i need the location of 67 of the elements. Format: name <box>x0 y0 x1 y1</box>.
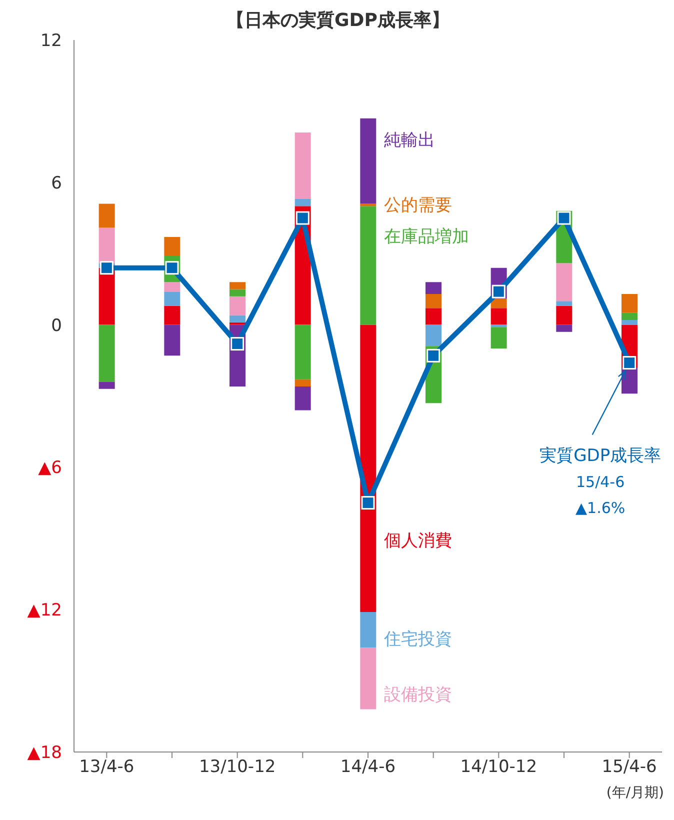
bar <box>360 118 376 204</box>
bar <box>164 282 180 292</box>
text: 実質GDP成長率 <box>540 446 662 466</box>
series-label: 公的需要 <box>384 195 452 216</box>
bar <box>556 306 572 325</box>
x-tick-label: 15/4-6 <box>602 757 657 778</box>
x-tick-label: 13/10-12 <box>198 757 276 778</box>
point <box>361 496 375 510</box>
point <box>426 348 440 362</box>
bar <box>556 301 572 306</box>
point <box>622 356 636 370</box>
bar <box>98 324 115 382</box>
bar <box>425 282 442 294</box>
bar <box>164 236 180 256</box>
point <box>230 337 244 351</box>
bar <box>490 298 507 308</box>
bar <box>229 322 246 325</box>
bar <box>360 324 376 612</box>
bar <box>556 324 572 332</box>
y-tick-label: 12 <box>40 31 62 51</box>
point <box>296 211 310 225</box>
y-tick-label: 6 <box>51 173 62 194</box>
bar <box>164 306 180 325</box>
bar <box>556 263 572 302</box>
point <box>557 211 571 225</box>
series-label: 在庫品増加 <box>384 226 470 247</box>
bar <box>294 379 311 387</box>
bar <box>490 327 507 349</box>
bar <box>229 315 246 322</box>
bar <box>621 320 638 325</box>
y-tick-label: ▲6 <box>38 458 62 478</box>
text: (年/月期) <box>606 784 664 802</box>
bar <box>164 324 180 356</box>
bar <box>229 289 246 296</box>
y-tick-label: ▲12 <box>27 600 62 621</box>
series-label: 個人消費 <box>384 531 452 552</box>
y-tick-label: ▲18 <box>27 743 62 763</box>
bar <box>294 132 311 200</box>
bar <box>621 294 638 313</box>
bar <box>621 312 638 320</box>
bar <box>98 204 115 228</box>
bar <box>425 324 442 346</box>
bar <box>360 648 376 710</box>
y-tick-label: 0 <box>51 316 62 336</box>
x-tick-label: 13/4-6 <box>79 757 134 778</box>
bar <box>229 282 246 290</box>
bar <box>164 292 180 306</box>
bar <box>98 227 115 264</box>
bar <box>425 294 442 308</box>
bar <box>490 308 507 325</box>
bar <box>360 206 376 325</box>
bar <box>229 296 246 316</box>
bar <box>98 382 115 389</box>
bar <box>360 612 376 648</box>
annotation: 15/4-6 ▲1.6% <box>576 472 626 517</box>
point <box>100 261 114 275</box>
series-label: 住宅投資 <box>383 630 452 650</box>
bar <box>294 199 311 206</box>
bar <box>294 324 311 380</box>
bar <box>294 386 311 410</box>
point <box>492 284 506 298</box>
bar <box>425 308 442 325</box>
chart-title: 【日本の実質GDP成長率】 <box>226 9 450 32</box>
series-label: 設備投資 <box>384 684 452 705</box>
series-label: 純輸出 <box>384 130 436 151</box>
x-tick-label: 14/10-12 <box>460 757 538 778</box>
x-tick-label: 14/4-6 <box>340 757 396 778</box>
